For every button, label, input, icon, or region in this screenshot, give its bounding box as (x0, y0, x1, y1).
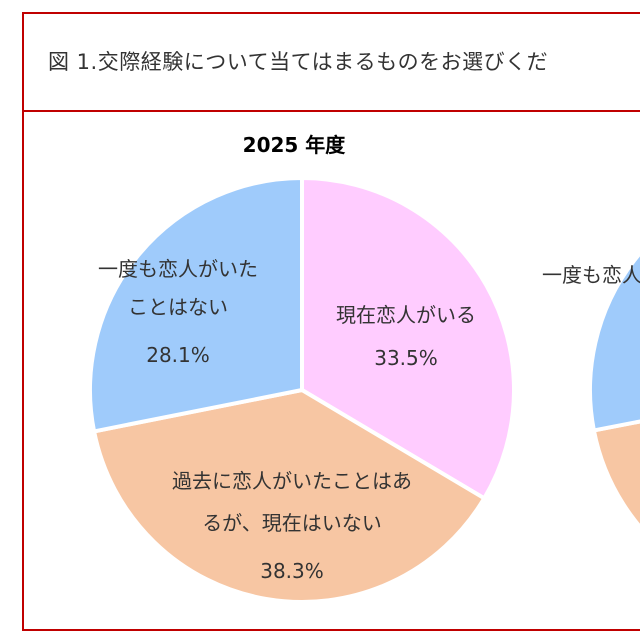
label-past-line1: 過去に恋人がいたことはあ (172, 469, 412, 493)
label-never-line1: 一度も恋人がいた (98, 257, 258, 281)
label-never-line2: ことはない (128, 295, 228, 319)
pie-slice-1 (91, 387, 487, 604)
pie-charts: 2025 年度 一度も恋人がいた ことはない 28.1% 現在恋人がいる 33.… (88, 133, 640, 604)
pie-slice-2 (88, 175, 304, 434)
pie2-slice-past (591, 419, 640, 530)
title-row: 図 1.交際経験について当てはまるものをお選びくだ (24, 14, 640, 112)
value-current: 33.5% (374, 346, 438, 370)
value-never: 28.1% (146, 343, 210, 367)
label-past-line2: るが、現在はいない (202, 511, 382, 535)
pie-slice-0 (300, 175, 516, 502)
figure-title: 図 1.交際経験について当てはまるものをお選びくだ (48, 50, 549, 74)
label-current: 現在恋人がいる (336, 303, 476, 327)
pie-2025 (88, 175, 516, 604)
figure-frame: 図 1.交際経験について当てはまるものをお選びくだ 2025 年度 一度も恋人が… (22, 12, 640, 631)
value-past: 38.3% (260, 559, 324, 583)
pie-second-partial (588, 250, 640, 530)
pie2-slice-never (588, 250, 640, 433)
chart-title: 2025 年度 (243, 133, 347, 157)
